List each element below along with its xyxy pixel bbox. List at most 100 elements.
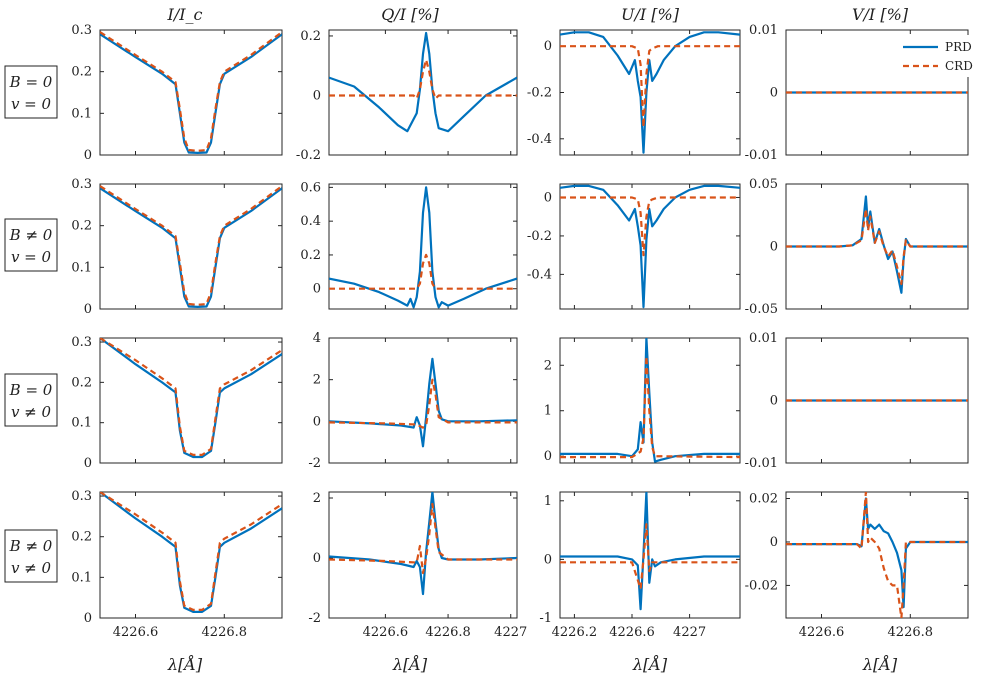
row-label-4: B ≠ 0 v ≠ 0 [4, 529, 58, 583]
row-labels: B = 0 v = 0 B ≠ 0 v = 0 B = 0 v ≠ 0 B ≠ … [4, 65, 58, 583]
legend-crd-label: CRD [945, 59, 973, 73]
column-title-u: U/I [%] [621, 5, 680, 24]
panel-r0c1: -0.2 0 0.2 [296, 29, 518, 163]
column-titles: I/I_c Q/I [%] U/I [%] V/I [%] [167, 5, 909, 24]
y-tick-label: 0 [544, 190, 552, 205]
x-axis-label-col1: λ[Å] [167, 654, 203, 674]
y-tick-label: 0.2 [300, 29, 321, 44]
y-tick-label: 0.01 [749, 331, 778, 346]
axes-frame [559, 183, 741, 310]
y-tick-label: 0 [313, 282, 321, 297]
row-label-3-line1: B = 0 [9, 381, 53, 399]
y-tick-label: -0.2 [527, 229, 552, 244]
y-tick-label: -2 [308, 456, 321, 471]
column-title-i: I/I_c [167, 5, 203, 24]
x-tick-label: 4227 [673, 625, 706, 640]
x-tick-label: 4226.8 [425, 625, 471, 640]
y-tick-label: 0.3 [71, 335, 92, 350]
series-line-prd [329, 31, 517, 133]
y-tick-label: 0 [84, 456, 92, 471]
y-tick-label: 2 [313, 491, 321, 506]
row-label-2: B ≠ 0 v = 0 [4, 218, 58, 272]
y-tick-label: 0.1 [71, 260, 92, 275]
series-line-crd [329, 58, 517, 100]
y-tick-label: 0 [313, 414, 321, 429]
legend-prd-label: PRD [945, 40, 972, 54]
y-tick-label: 0.02 [749, 492, 778, 507]
panel-r2c3: -0.01 0 0.01 [745, 331, 969, 471]
series-line-crd [100, 492, 282, 612]
series-line-prd [329, 357, 517, 448]
y-tick-label: 2 [313, 373, 321, 388]
y-tick-label: 0 [84, 302, 92, 317]
series-line-crd [100, 185, 282, 306]
axes-frame [99, 491, 283, 619]
panel-r2c0: 0 0.1 0.2 0.3 [71, 335, 283, 471]
y-tick-label: -1 [539, 611, 552, 626]
x-axis-label-col3: λ[Å] [632, 654, 668, 674]
axes-frame [99, 337, 283, 464]
y-tick-label: 0.2 [71, 530, 92, 545]
y-tick-label: -2 [308, 611, 321, 626]
y-tick-label: 4 [313, 331, 321, 346]
x-axis-label-col4: λ[Å] [862, 654, 898, 674]
row-label-4-line2: v ≠ 0 [11, 559, 52, 577]
y-tick-label: 2 [544, 358, 552, 373]
panel-r1c3: -0.05 0 0.05 [745, 177, 969, 317]
y-tick-label: 0 [544, 39, 552, 54]
y-tick-label: 0.1 [71, 106, 92, 121]
x-tick-label: 4226.6 [113, 625, 159, 640]
y-tick-label: 0.4 [300, 214, 321, 229]
y-tick-label: 1 [544, 404, 552, 419]
series-line-crd [560, 355, 740, 459]
y-tick-label: 0 [770, 394, 778, 409]
y-tick-label: 0 [544, 449, 552, 464]
series-line-prd [100, 338, 282, 459]
series-line-crd [329, 502, 517, 575]
y-tick-label: -0.2 [296, 148, 321, 163]
y-tick-label: 0.2 [300, 248, 321, 263]
legend: PRD CRD [897, 35, 987, 77]
x-tick-label: 4226.2 [552, 625, 598, 640]
y-tick-label: -0.01 [745, 456, 778, 471]
y-tick-label: 0 [770, 240, 778, 255]
panel-r2c1: -2 0 2 4 [308, 331, 518, 471]
y-tick-label: 0 [84, 148, 92, 163]
y-tick-label: 0.2 [71, 219, 92, 234]
y-tick-label: 1 [544, 494, 552, 509]
y-tick-label: 0 [770, 86, 778, 101]
row-label-1-line1: B = 0 [9, 73, 53, 91]
row-label-2-line2: v = 0 [11, 248, 52, 266]
axes-frame [328, 183, 518, 310]
panel-r1c2: -0.4 -0.2 0 [527, 183, 741, 310]
axes-frame [785, 491, 969, 619]
series-line-prd [329, 492, 517, 596]
y-tick-label: 0 [770, 535, 778, 550]
row-label-4-line1: B ≠ 0 [9, 537, 53, 555]
series-line-prd [560, 31, 740, 154]
x-axis-label-col2: λ[Å] [392, 654, 428, 674]
panel-r1c0: 0 0.1 0.2 0.3 [71, 177, 283, 317]
series-line-prd [560, 184, 740, 309]
axes-frame [328, 491, 518, 619]
y-tick-label: -0.02 [745, 578, 778, 593]
panel-r2c2: 0 1 2 [544, 337, 741, 464]
y-tick-label: 0.3 [71, 23, 92, 38]
y-tick-label: 0 [544, 552, 552, 567]
column-title-q: Q/I [%] [381, 5, 439, 24]
y-tick-label: 0.1 [71, 570, 92, 585]
x-tick-label: 4226.6 [799, 625, 845, 640]
row-label-3: B = 0 v ≠ 0 [4, 373, 58, 427]
y-tick-label: 0 [313, 551, 321, 566]
x-tick-label: 4226.6 [609, 625, 655, 640]
y-tick-label: 0.2 [71, 65, 92, 80]
series-line-crd [100, 31, 282, 152]
x-axis-labels: λ[Å] λ[Å] λ[Å] λ[Å] [167, 654, 898, 674]
series-line-crd [786, 207, 968, 286]
y-tick-label: 0.01 [749, 23, 778, 38]
y-tick-label: -0.05 [745, 302, 778, 317]
panel-r1c1: 0 0.2 0.4 0.6 [300, 180, 518, 310]
column-title-v: V/I [%] [852, 5, 909, 24]
row-label-1-line2: v = 0 [11, 95, 52, 113]
